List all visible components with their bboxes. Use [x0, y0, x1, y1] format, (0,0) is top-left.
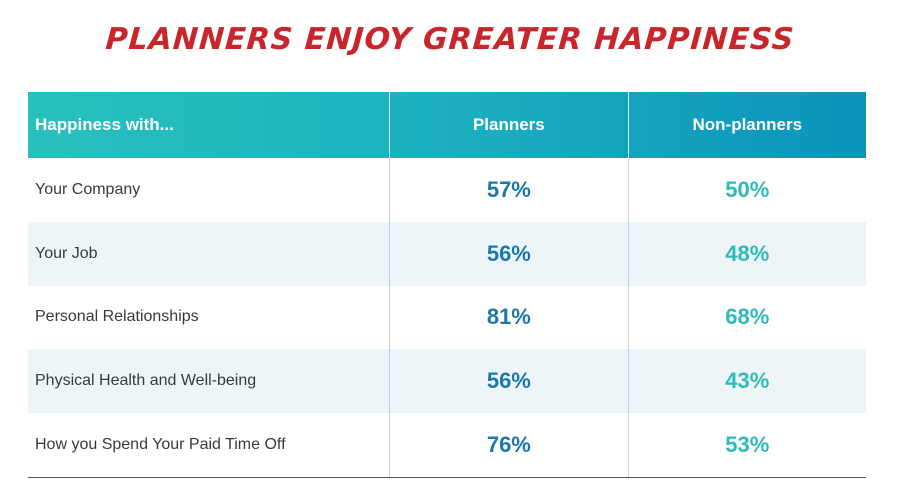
- non-planners-value: 48%: [627, 221, 866, 286]
- happiness-table: Happiness with... Planners Non-planners …: [28, 92, 866, 478]
- planners-value: 81%: [389, 285, 627, 350]
- planners-value: 56%: [389, 349, 627, 414]
- row-label: Personal Relationships: [35, 308, 199, 326]
- chart-title: PLANNERS ENJOY GREATER HAPPINESS: [104, 22, 796, 57]
- planners-value: 57%: [389, 158, 627, 222]
- table-row: How you Spend Your Paid Time Off 76% 53%: [28, 413, 866, 477]
- planners-value: 76%: [389, 413, 627, 477]
- table-row: Your Job 56% 48%: [28, 221, 866, 286]
- planners-value: 56%: [389, 221, 627, 286]
- non-planners-value: 53%: [627, 413, 866, 477]
- non-planners-value: 68%: [627, 285, 866, 350]
- non-planners-value: 50%: [627, 158, 866, 222]
- table-row: Your Company 57% 50%: [28, 158, 866, 222]
- table-bottom-rule: [28, 476, 866, 478]
- row-label: Your Company: [35, 180, 141, 198]
- non-planners-value: 43%: [627, 349, 866, 414]
- header-happiness-with: Happiness with...: [35, 115, 174, 134]
- header-planners: Planners: [389, 92, 627, 158]
- header-non-planners: Non-planners: [627, 92, 866, 158]
- row-label: How you Spend Your Paid Time Off: [35, 436, 286, 454]
- table-row: Physical Health and Well-being 56% 43%: [28, 349, 866, 414]
- table-row: Personal Relationships 81% 68%: [28, 285, 866, 350]
- row-label: Your Job: [35, 244, 98, 262]
- table-header: Happiness with... Planners Non-planners: [28, 92, 866, 158]
- row-label: Physical Health and Well-being: [35, 372, 257, 390]
